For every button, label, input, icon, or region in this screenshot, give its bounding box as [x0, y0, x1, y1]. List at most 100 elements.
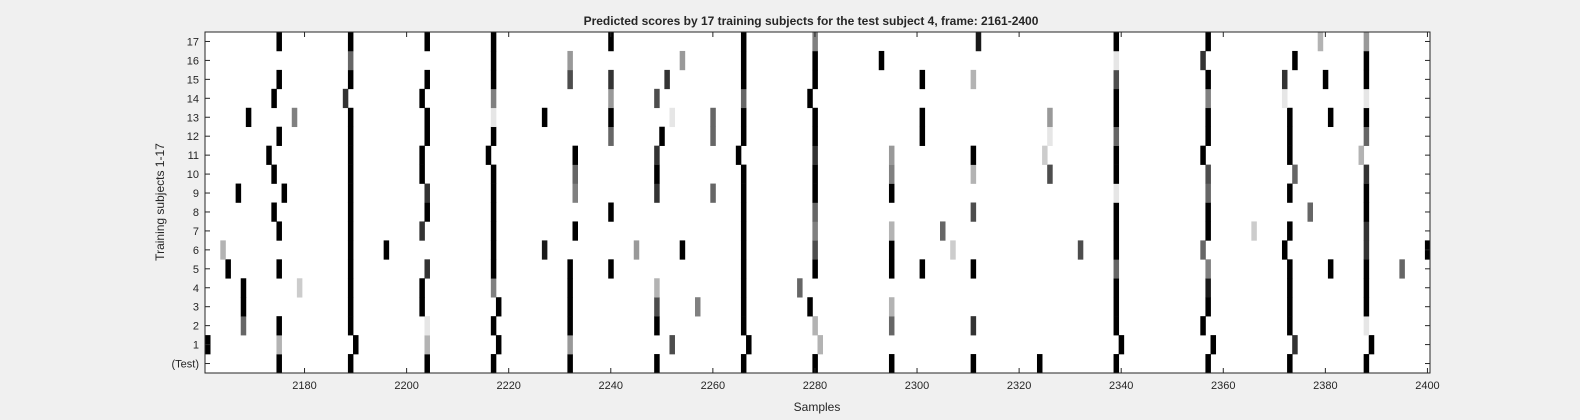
spike-cell: [1287, 145, 1293, 165]
spike-cell: [1113, 164, 1120, 184]
spike-cell: [740, 107, 747, 128]
spike-cell: [608, 107, 614, 128]
y-tick-label: 1: [193, 340, 199, 352]
spike-cell: [1205, 126, 1211, 146]
spike-cell: [1200, 240, 1206, 260]
spike-cell: [1113, 240, 1120, 260]
spike-cell: [424, 69, 430, 90]
x-tick-label: 2400: [1415, 380, 1439, 392]
y-tick-label: 4: [193, 283, 199, 295]
spike-cell: [1113, 50, 1120, 71]
spike-cell: [1399, 259, 1405, 279]
spike-cell: [424, 183, 430, 203]
spike-cell: [633, 240, 640, 260]
spike-cell: [1287, 354, 1293, 374]
spike-cell: [572, 145, 578, 165]
spike-cell: [654, 145, 660, 165]
spike-cell: [419, 145, 425, 165]
spike-cell: [1363, 164, 1370, 184]
spike-cell: [419, 221, 425, 241]
spike-cell: [735, 145, 742, 165]
spike-cell: [266, 145, 272, 165]
spike-cell: [276, 32, 282, 52]
spike-cell: [225, 259, 231, 279]
spike-cell: [919, 69, 926, 90]
spike-cell: [1358, 145, 1365, 165]
spike-cell: [654, 297, 660, 317]
spike-cell: [424, 126, 430, 146]
spike-cell: [240, 316, 247, 336]
spike-cell: [659, 126, 665, 146]
spike-cell: [347, 278, 354, 298]
spike-cell: [1205, 259, 1211, 279]
spike-cell: [797, 278, 803, 298]
spike-cell: [1368, 335, 1375, 355]
spike-cell: [347, 164, 354, 184]
spike-cell: [1292, 50, 1298, 71]
y-axis-label: Training subjects 1-17: [153, 143, 167, 261]
spike-cell: [567, 278, 573, 298]
spike-cell: [1292, 335, 1298, 355]
spike-cell: [567, 354, 573, 374]
spike-cell: [1363, 107, 1370, 128]
spike-cell: [888, 145, 895, 165]
spike-cell: [1205, 202, 1211, 222]
y-tick-label: 12: [187, 131, 199, 143]
y-tick-label: 5: [193, 264, 199, 276]
spike-cell: [888, 164, 895, 184]
spike-cell: [970, 69, 977, 90]
spike-cell: [490, 202, 497, 222]
x-axis: 2180 2200 2220 2240 2260 2280 2300 2320 2340 2360…: [292, 32, 1440, 392]
spike-cell: [383, 240, 390, 260]
y-tick-label: 7: [193, 226, 199, 238]
spike-cell: [812, 164, 818, 184]
spike-cell: [490, 240, 497, 260]
spike-cell: [669, 107, 675, 128]
spike-cell: [347, 202, 354, 222]
spike-cell: [1200, 50, 1206, 71]
spike-cell: [654, 316, 660, 336]
spike-cell: [1047, 126, 1053, 146]
spike-cell: [271, 202, 277, 222]
spike-cell: [1287, 259, 1293, 279]
spike-cell: [812, 145, 818, 165]
x-tick-label: 2220: [496, 380, 520, 392]
spike-cell: [347, 316, 354, 336]
spike-cell: [353, 335, 359, 355]
spike-cell: [1113, 69, 1120, 90]
spike-cell: [608, 202, 614, 222]
spike-cell: [740, 32, 747, 52]
spike-cell: [276, 316, 282, 336]
spike-cell: [812, 69, 818, 90]
spike-cell: [1205, 278, 1211, 298]
spike-cell: [490, 183, 497, 203]
spike-cell: [970, 316, 977, 336]
spike-cell: [1205, 88, 1211, 109]
spike-cell: [664, 69, 670, 90]
y-tick-label: 16: [187, 55, 199, 67]
spike-cell: [888, 259, 895, 279]
spike-cell: [347, 354, 354, 374]
spike-cell: [1047, 107, 1053, 128]
y-tick-label: 9: [193, 188, 199, 200]
spike-cell: [240, 278, 247, 298]
spike-cell: [1113, 316, 1120, 336]
spike-cell: [740, 316, 747, 336]
spike-cell: [654, 278, 660, 298]
spike-cell: [1113, 145, 1120, 165]
spike-cell: [654, 88, 660, 109]
spike-cell: [1307, 202, 1313, 222]
spike-cell: [1113, 126, 1120, 146]
spike-cell: [245, 107, 252, 128]
spike-cell: [1210, 335, 1217, 355]
spike-cell: [1113, 32, 1120, 52]
spike-cell: [710, 126, 716, 146]
spike-cell: [812, 240, 818, 260]
spike-cell: [490, 316, 497, 336]
spike-cell: [608, 32, 614, 52]
spike-cell: [970, 259, 977, 279]
spike-cell: [679, 50, 686, 71]
spike-cell: [812, 202, 818, 222]
x-tick-label: 2320: [1007, 380, 1031, 392]
spike-cell: [347, 297, 354, 317]
